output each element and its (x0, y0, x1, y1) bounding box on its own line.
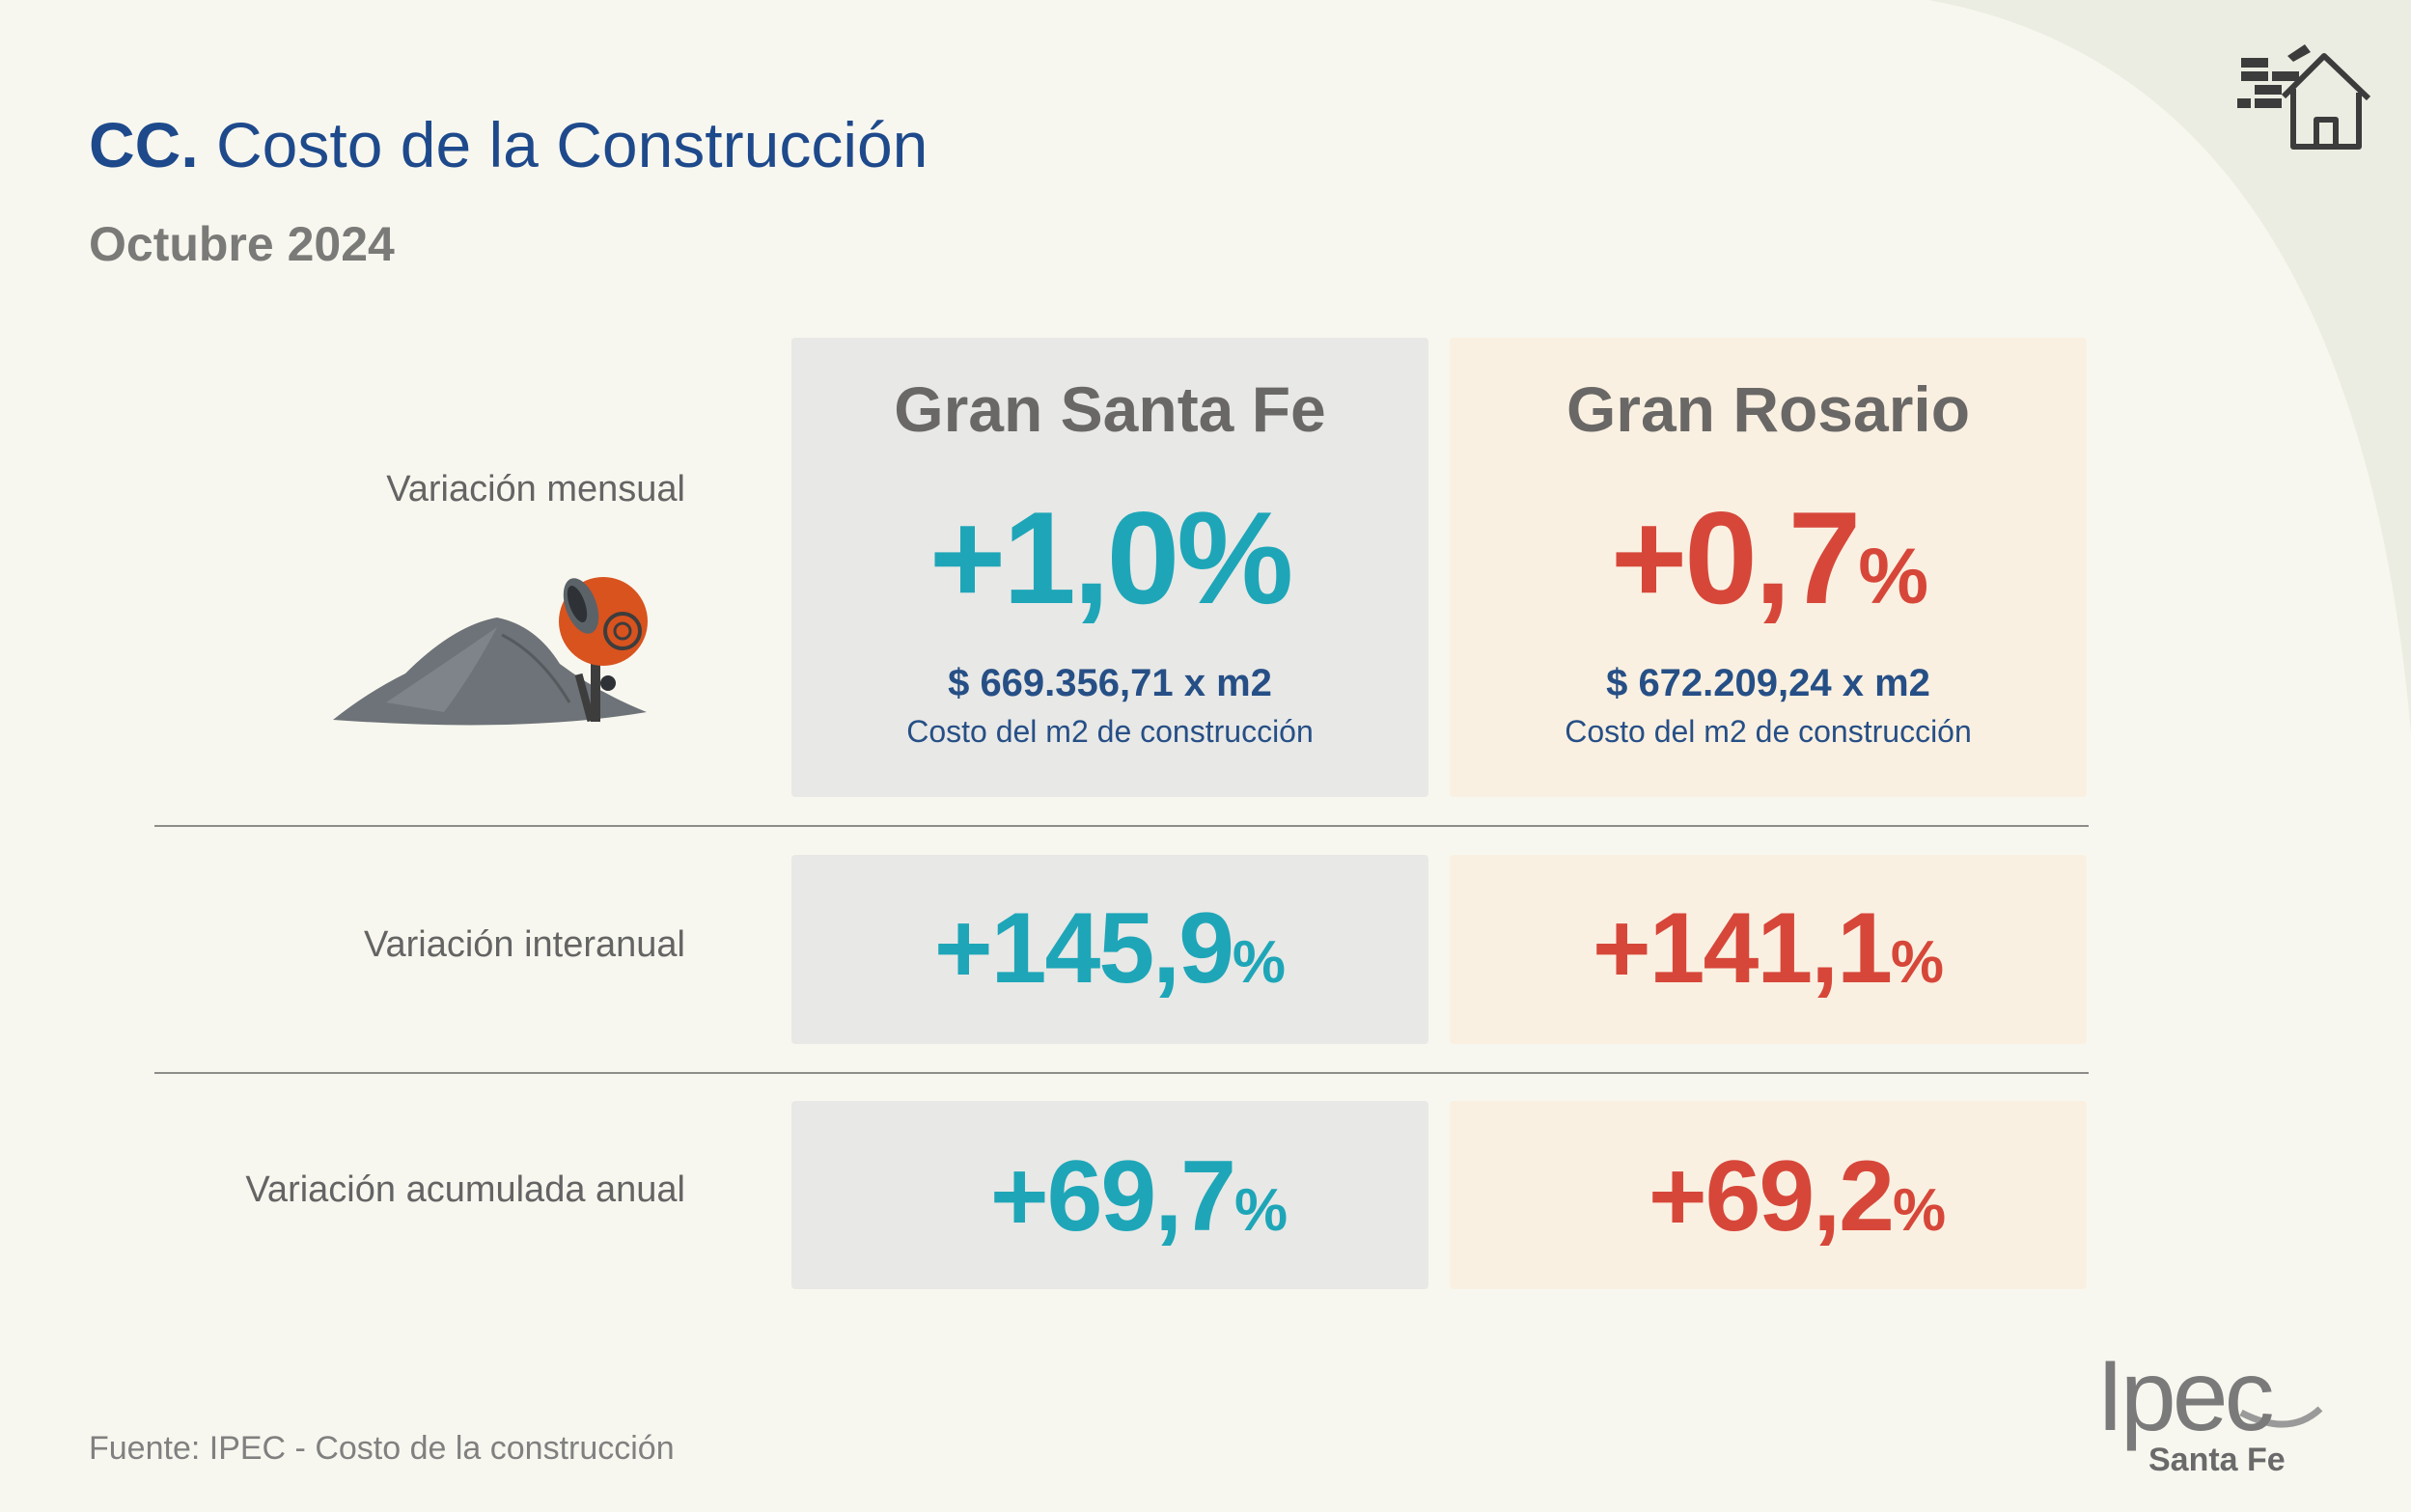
card-gran-santa-fe-interannual: +145,9% (791, 855, 1428, 1044)
monthly-number: +0,7 (1610, 484, 1861, 631)
title-prefix: CC. (89, 109, 199, 180)
price-gran-santa-fe: $ 669.356,71 x m2 (948, 662, 1272, 704)
monthly-number: +1,0 (928, 484, 1179, 631)
row-label-interannual: Variación interanual (363, 924, 685, 965)
monthly-value-gran-santa-fe: +1,0% (791, 482, 1428, 633)
divider-1 (154, 825, 2089, 827)
title-text: Costo de la Construcción (216, 109, 928, 180)
accumulated-value-gran-rosario: +69,2% (1450, 1140, 2087, 1254)
accumulated-number: +69,7 (989, 1141, 1236, 1252)
interannual-percent-sign: % (1890, 929, 1945, 996)
house-bricks-icon (2237, 44, 2371, 150)
page-title: CC. Costo de la Construcción (89, 108, 928, 181)
row-label-monthly: Variación mensual (386, 469, 685, 509)
accumulated-number: +69,2 (1648, 1141, 1895, 1252)
logo-text: Ipec (2096, 1340, 2275, 1452)
monthly-value-gran-rosario: +0,7% (1450, 482, 2087, 633)
divider-2 (154, 1072, 2089, 1074)
card-gran-santa-fe-monthly: Gran Santa Fe +1,0% $ 669.356,71 x m2 Co… (791, 338, 1428, 797)
accumulated-value-gran-santa-fe: +69,7% (791, 1140, 1428, 1254)
card-gran-rosario-interannual: +141,1% (1450, 855, 2087, 1044)
monthly-percent-sign: % (1858, 533, 1928, 620)
interannual-number: +141,1 (1592, 893, 1893, 1004)
region-name-gran-rosario: Gran Rosario (1566, 373, 1971, 445)
price-note-gran-rosario: Costo del m2 de construcción (1565, 714, 1972, 749)
price-note-gran-santa-fe: Costo del m2 de construcción (906, 714, 1314, 749)
card-gran-santa-fe-accumulated: +69,7% (791, 1101, 1428, 1289)
accumulated-percent-sign: % (1893, 1177, 1947, 1244)
background-curve (1928, 0, 2411, 733)
page-subtitle: Octubre 2024 (89, 217, 395, 271)
price-gran-rosario: $ 672.209,24 x m2 (1606, 662, 1930, 704)
region-name-gran-santa-fe: Gran Santa Fe (894, 373, 1326, 445)
source-note: Fuente: IPEC - Costo de la construcción (89, 1430, 675, 1467)
interannual-number: +145,9 (933, 893, 1234, 1004)
card-gran-rosario-accumulated: +69,2% (1450, 1101, 2087, 1289)
logo-subtext: Santa Fe (2148, 1442, 2286, 1478)
interannual-value-gran-rosario: +141,1% (1450, 892, 2087, 1006)
interannual-percent-sign: % (1232, 929, 1287, 996)
accumulated-percent-sign: % (1234, 1177, 1289, 1244)
logo-swoosh-icon (2239, 1406, 2323, 1428)
interannual-value-gran-santa-fe: +145,9% (791, 892, 1428, 1006)
ipec-logo: Ipec Santa Fe (2096, 1340, 2328, 1480)
monthly-percent-sign: % (1177, 484, 1293, 631)
card-gran-rosario-monthly: Gran Rosario +0,7% $ 672.209,24 x m2 Cos… (1450, 338, 2087, 797)
cement-mixer-icon (333, 577, 648, 726)
row-label-accumulated: Variación acumulada anual (245, 1169, 685, 1210)
